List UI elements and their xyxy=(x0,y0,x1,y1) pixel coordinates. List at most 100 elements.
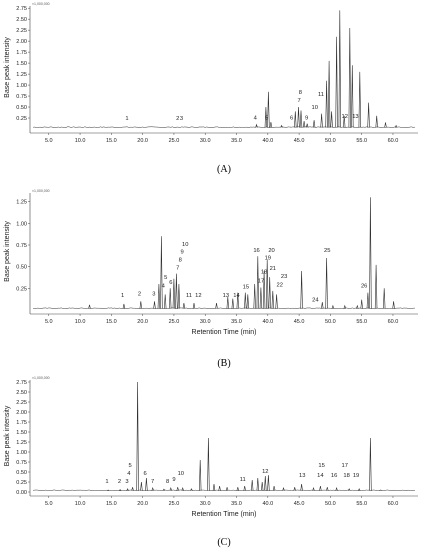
panel-a-peak xyxy=(299,110,303,128)
panel-a-peak xyxy=(320,113,323,128)
panel-b-peak xyxy=(275,294,278,309)
panel-c-peak xyxy=(199,459,202,491)
panel-a-peak xyxy=(269,121,273,128)
panel-b-x-tick-label: 50.0 xyxy=(325,319,336,325)
panel-c-peak xyxy=(243,485,246,491)
panel-b-peak xyxy=(177,283,181,309)
panel-b-peak xyxy=(246,294,249,309)
panel-b-peak-label: 10 xyxy=(182,242,188,248)
panel-a-caption: (A) xyxy=(217,164,231,175)
panel-c-peak-label: 1 xyxy=(105,479,108,485)
panel-c-y-tick-label: 0.00 xyxy=(16,490,27,496)
panel-b-corner-label: ×1,000,000 xyxy=(32,189,50,193)
panel-c-peak xyxy=(300,483,303,491)
panel-c-peak-label: 15 xyxy=(318,463,324,469)
panel-b-peak-label: 19 xyxy=(265,256,271,262)
panel-b-y-tick-label: 1.25 xyxy=(16,200,27,206)
panel-c-peak-label: 9 xyxy=(172,477,175,483)
panel-c-x-tick-label: 30.0 xyxy=(200,501,211,507)
panel-b-peak-label: 8 xyxy=(179,257,182,263)
panel-a-x-tick-label: 55.0 xyxy=(356,138,367,144)
panel-c-peak xyxy=(256,477,259,491)
panel-c-x-tick-label: 20.0 xyxy=(137,501,148,507)
panel-b-peak xyxy=(256,256,259,309)
panel-c-peak xyxy=(267,475,270,491)
panel-b-peak xyxy=(244,292,247,309)
panel-a-peak xyxy=(351,65,354,128)
panel-c-x-tick-label: 25.0 xyxy=(169,501,180,507)
panel-b-peak-label: 26 xyxy=(361,283,367,289)
panel-c-peak-label: 18 xyxy=(343,473,349,479)
panel-c-baseline-trace xyxy=(33,489,415,491)
panel-b-peak-label: 11 xyxy=(186,293,192,299)
panel-a-x-tick-label: 40.0 xyxy=(262,138,273,144)
panel-c-y-tick-label: 2.25 xyxy=(16,400,27,406)
panel-c-x-tick-label: 5.0 xyxy=(45,501,53,507)
panel-b-peak-label: 15 xyxy=(243,284,249,290)
panel-c-peak xyxy=(264,475,267,491)
panel-a-y-tick-label: 2.00 xyxy=(16,39,27,45)
panel-b-peak xyxy=(383,288,386,309)
panel-a-peak xyxy=(338,10,341,128)
panel-b-peak-label: 24 xyxy=(312,297,319,303)
panel-c-y-tick-label: 0.25 xyxy=(16,480,27,486)
panel-c-peak-label: 2 xyxy=(118,479,121,485)
panel-b-peak xyxy=(122,303,126,309)
panel-c-y-tick-label: 1.00 xyxy=(16,450,27,456)
panel-a-x-tick-label: 50.0 xyxy=(325,138,336,144)
panel-b-caption: (B) xyxy=(217,358,230,369)
panel-a-peak-label: 3 xyxy=(180,116,183,122)
panel-a-peak xyxy=(280,124,283,128)
panel-c-peak xyxy=(169,487,172,491)
panel-b-x-tick-label: 10.0 xyxy=(75,319,86,325)
panel-a-peak-label: 2 xyxy=(176,116,179,122)
panel-b-peak-label: 9 xyxy=(180,250,183,256)
panel-c-peak xyxy=(251,479,254,491)
panel-c-peak xyxy=(140,481,143,491)
panel-b-baseline-trace xyxy=(33,307,415,309)
panel-c-peak xyxy=(162,488,166,491)
panel-b-peak-label: 18 xyxy=(261,270,267,276)
panel-b-x-tick-label: 60.0 xyxy=(388,319,399,325)
panel-b-peak-label: 20 xyxy=(268,248,274,254)
panel-c-peak xyxy=(207,437,210,491)
panel-b-peak-label: 23 xyxy=(281,274,287,280)
panel-a-peak xyxy=(255,123,258,128)
panel-a-peak-label: 10 xyxy=(312,105,318,111)
panel-a-peak xyxy=(394,124,398,128)
panel-b-peak-label: 17 xyxy=(258,278,264,284)
panel-c-peak-label: 7 xyxy=(151,479,154,485)
panel-c-x-tick-label: 35.0 xyxy=(231,501,242,507)
panel-b-peak xyxy=(231,298,234,309)
panel-c-peak-label: 12 xyxy=(262,469,268,475)
panel-b-peak xyxy=(139,301,142,309)
panel-b-peak-label: 13 xyxy=(223,293,229,299)
panel-c-x-tick-label: 45.0 xyxy=(294,501,305,507)
panel-c-peak xyxy=(319,485,322,491)
panel-a-peak xyxy=(348,27,351,128)
panel-b-peak xyxy=(192,303,196,309)
panel-a-peak xyxy=(306,123,309,128)
panel-c-peak-label: 6 xyxy=(144,471,147,477)
panel-b-peak xyxy=(360,299,363,309)
panel-b-peak xyxy=(88,304,91,309)
panel-b-peak xyxy=(215,303,218,309)
panel-a-x-tick-label: 15.0 xyxy=(106,138,117,144)
panel-c-peak xyxy=(181,487,184,491)
panel-a-peak-label: 5 xyxy=(265,115,268,121)
panel-a-y-tick-label: 0.75 xyxy=(16,94,27,100)
panel-b-x-tick-label: 20.0 xyxy=(137,319,148,325)
panel-b-peak xyxy=(262,270,266,309)
panel-c-peak xyxy=(118,489,122,491)
panel-c-y-tick-label: 0.50 xyxy=(16,470,27,476)
panel-b-x-tick-label: 5.0 xyxy=(45,319,53,325)
panel-a-peak xyxy=(384,122,387,128)
panel-a-x-tick-label: 45.0 xyxy=(294,138,305,144)
panel-b-x-tick-label: 30.0 xyxy=(200,319,211,325)
panel-a-y-tick-label: 2.75 xyxy=(16,6,27,12)
panel-b-peak xyxy=(175,273,178,309)
panel-a-peak xyxy=(297,106,300,128)
panel-a-peak xyxy=(312,120,316,128)
panel-c-peak xyxy=(136,381,139,491)
